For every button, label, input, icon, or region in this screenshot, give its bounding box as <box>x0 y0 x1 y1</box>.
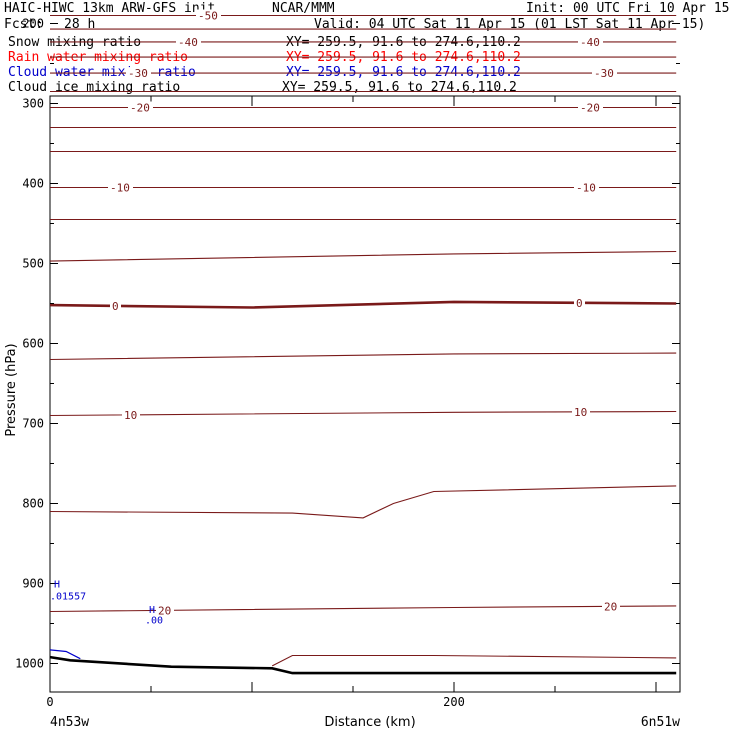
model-title: HAIC-HIWC 13km ARW-GFS init <box>4 1 216 16</box>
isotherm-label-bg <box>128 101 153 114</box>
right-endpoint-label: 6n51w <box>641 715 680 730</box>
y-tick-label: 200 <box>22 17 44 31</box>
max-annotation: .00 <box>145 616 163 627</box>
isotherm-line <box>49 605 677 613</box>
legend-snow-xy: XY= 259.5, 91.6 to 274.6,110.2 <box>286 35 521 50</box>
isotherm-label: 10 <box>124 409 137 422</box>
valid-time: Valid: 04 UTC Sat 11 Apr 15 (01 LST Sat … <box>314 17 706 32</box>
isotherm-label-bg <box>578 101 603 114</box>
y-tick-label: 1000 <box>15 657 44 671</box>
legend-cloud-water-xy: XY= 259.5, 91.6 to 274.6,110.2 <box>286 65 521 80</box>
y-tick-label: 500 <box>22 257 44 271</box>
cloud-water-contour <box>49 649 81 660</box>
max-annotation: H <box>54 580 60 591</box>
y-tick-label: 900 <box>22 577 44 591</box>
isotherm-line <box>49 250 677 262</box>
isotherm-label: 20 <box>604 600 617 613</box>
isotherm-label: 10 <box>574 406 587 419</box>
isotherm-label-bg <box>176 35 201 48</box>
y-tick-label: 800 <box>22 497 44 511</box>
max-annotation: H <box>149 605 155 616</box>
isotherm-line <box>49 410 677 417</box>
legend-snow-name: Snow mixing ratio <box>8 35 142 50</box>
y-tick-label: 700 <box>22 417 44 431</box>
isotherm-label: 20 <box>158 604 171 617</box>
isotherm-label: -10 <box>110 182 130 195</box>
isotherm-label: 0 <box>576 297 583 310</box>
isotherm-label-bg <box>108 181 133 194</box>
isotherm-label-bg <box>572 405 590 418</box>
isotherm-label-bg <box>574 296 585 309</box>
isotherm-label: -60 <box>180 0 200 3</box>
isotherm-label: -10 <box>576 182 596 195</box>
isotherm-label-bg <box>592 67 617 80</box>
isotherm-label: 0 <box>112 300 119 313</box>
max-annotation: .01557 <box>50 592 86 603</box>
y-tick-label: 600 <box>22 337 44 351</box>
fcst-label: Fcst: <box>4 17 44 32</box>
isotherm-label-bg <box>110 299 121 312</box>
isotherm-label: -40 <box>580 36 600 49</box>
isotherm-line <box>49 352 677 361</box>
isotherm-label: -20 <box>580 102 600 115</box>
isotherm-line <box>271 654 677 667</box>
x-tick-label: 200 <box>443 695 465 709</box>
init-time: Init: 00 UTC Fri 10 Apr 15 <box>526 1 730 16</box>
isotherm-label: -30 <box>594 67 614 80</box>
y-axis-label: Pressure (hPa) <box>4 343 19 436</box>
x-tick-label: 0 <box>46 695 53 709</box>
left-endpoint-label: 4n53w <box>50 715 89 730</box>
isotherm-label-bg <box>578 35 603 48</box>
isotherm-label-bg <box>122 408 140 421</box>
fcst-value: 28 h <box>64 17 96 32</box>
isotherm-label-bg <box>602 600 620 613</box>
isotherm-line <box>49 485 677 519</box>
isotherm-label-bg <box>574 181 599 194</box>
isotherm-line <box>49 300 677 309</box>
isotherm-label-bg <box>126 67 151 80</box>
isotherm-label-bg <box>178 0 203 2</box>
isotherm-label: -40 <box>178 36 198 49</box>
y-tick-label: 400 <box>22 177 44 191</box>
isotherm-label: -30 <box>128 67 148 80</box>
ground-surface-line <box>49 655 677 675</box>
y-tick-label: 300 <box>22 97 44 111</box>
plot-frame <box>49 95 681 693</box>
isotherm-label-bg <box>156 604 174 617</box>
x-axis-label: Distance (km) <box>324 715 415 730</box>
isotherm-label: -20 <box>130 102 150 115</box>
org-label: NCAR/MMM <box>272 1 335 16</box>
isotherm-label: -50 <box>198 10 218 23</box>
isotherm-label-bg <box>196 9 221 22</box>
